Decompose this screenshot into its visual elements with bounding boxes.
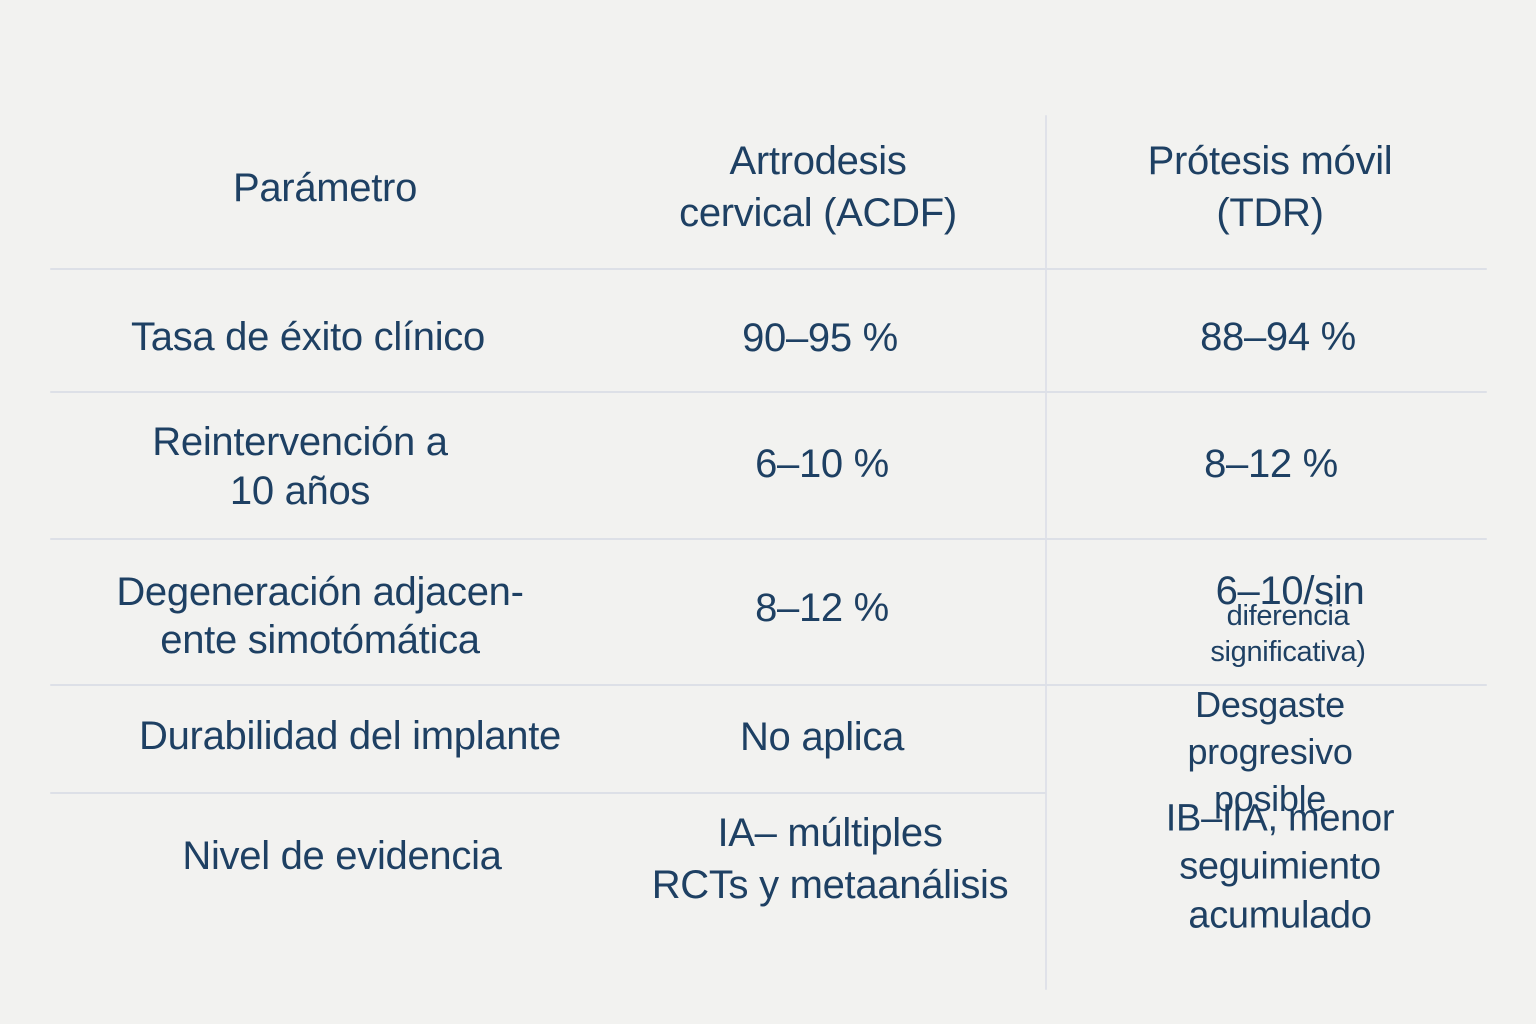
row2-parametro: Reintervención a 10 años: [152, 420, 448, 513]
header-parametro: Parámetro: [232, 166, 418, 210]
row4-acdf-value: No aplica: [739, 715, 905, 759]
header-divider: [50, 268, 1487, 270]
row3-tdr-value-main: 6–10/sin: [1215, 569, 1365, 613]
row-divider-2: [50, 538, 1487, 540]
header-acdf: Artrodesis cervical (ACDF): [679, 139, 957, 235]
row3-acdf-value: 8–12 %: [755, 586, 889, 630]
row-divider-4-partial: [50, 792, 1046, 794]
row3-tdr-value-sub: diferencia significativa): [1210, 599, 1366, 668]
column-divider: [1045, 115, 1047, 990]
row5-tdr-value: IB–IIA, menor seguimiento acumulado: [1165, 797, 1395, 937]
header-tdr: Prótesis móvil (TDR): [1147, 139, 1393, 235]
row3-parametro: Degeneración adjacen- ente simotómática: [116, 570, 524, 662]
row-divider-3: [50, 684, 1487, 686]
row1-acdf-value: 90–95 %: [742, 316, 898, 360]
row4-parametro: Durabilidad del implante: [139, 714, 561, 758]
row5-parametro: Nivel de evidencia: [182, 834, 502, 878]
row2-acdf-value: 6–10 %: [755, 442, 889, 486]
row5-acdf-value: IA– múltiples RCTs y metaanálisis: [651, 811, 1009, 907]
row1-parametro: Tasa de éxito clínico: [131, 315, 485, 359]
row-divider-1: [50, 391, 1487, 393]
row1-tdr-value: 88–94 %: [1200, 315, 1356, 359]
row4-tdr-value: Desgaste progresivo posible: [1187, 683, 1353, 819]
row2-tdr-value: 8–12 %: [1204, 442, 1338, 486]
